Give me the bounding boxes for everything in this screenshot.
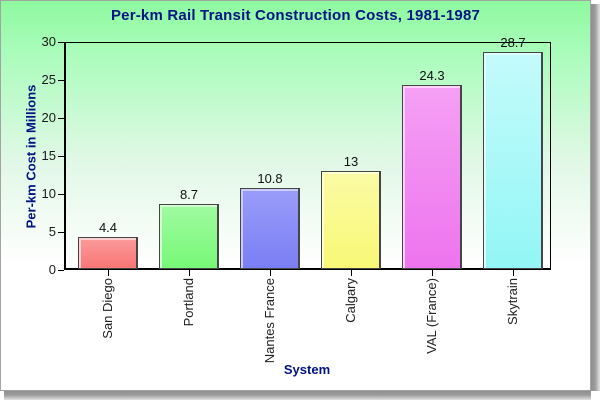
y-axis-tick <box>58 42 64 43</box>
x-axis-tick <box>513 270 514 276</box>
y-axis-tick-label: 30 <box>41 34 56 49</box>
bar-calgary <box>321 171 381 269</box>
plot-area-frame <box>64 42 551 270</box>
x-axis-category-label: Portland <box>181 278 196 327</box>
y-axis-tick-label: 10 <box>41 186 56 201</box>
x-axis-tick <box>270 270 271 276</box>
bar-value-label: 13 <box>343 154 359 169</box>
x-axis-title: System <box>283 362 331 377</box>
x-axis-tick <box>351 270 352 276</box>
bar-portland <box>159 204 219 269</box>
bar-nantes-france <box>240 188 300 269</box>
x-axis-category-label: San Diego <box>100 278 115 339</box>
bar-value-label: 28.7 <box>500 35 526 50</box>
x-axis-tick <box>432 270 433 276</box>
drop-shadow-right <box>591 4 600 391</box>
x-axis-tick <box>189 270 190 276</box>
x-axis-category-label: Nantes France <box>262 278 277 364</box>
y-axis-tick <box>58 118 64 119</box>
y-axis-tick-label: 20 <box>41 110 56 125</box>
y-axis-tick-label: 15 <box>41 148 56 163</box>
bar-value-label: 24.3 <box>419 68 445 83</box>
y-axis-tick-label: 0 <box>48 262 56 277</box>
x-axis-category-label: VAL (France) <box>424 278 439 354</box>
drop-shadow-bottom <box>4 391 591 400</box>
bar-value-label: 10.8 <box>257 171 283 186</box>
x-axis-category-label: Skytrain <box>505 278 520 325</box>
y-axis-tick-label: 25 <box>41 72 56 87</box>
bar-value-label: 8.7 <box>179 187 199 202</box>
x-axis-tick <box>108 270 109 276</box>
bar-val-france- <box>402 85 462 269</box>
y-axis-tick <box>58 156 64 157</box>
x-axis-category-label: Calgary <box>343 278 358 323</box>
chart-title: Per-km Rail Transit Construction Costs, … <box>110 7 481 24</box>
y-axis-tick <box>58 232 64 233</box>
y-axis-tick-label: 5 <box>48 224 56 239</box>
bar-value-label: 4.4 <box>98 220 118 235</box>
y-axis-tick <box>58 270 64 271</box>
y-axis-tick <box>58 80 64 81</box>
bar-skytrain <box>483 52 543 269</box>
bar-san-diego <box>78 237 138 269</box>
y-axis-tick <box>58 194 64 195</box>
